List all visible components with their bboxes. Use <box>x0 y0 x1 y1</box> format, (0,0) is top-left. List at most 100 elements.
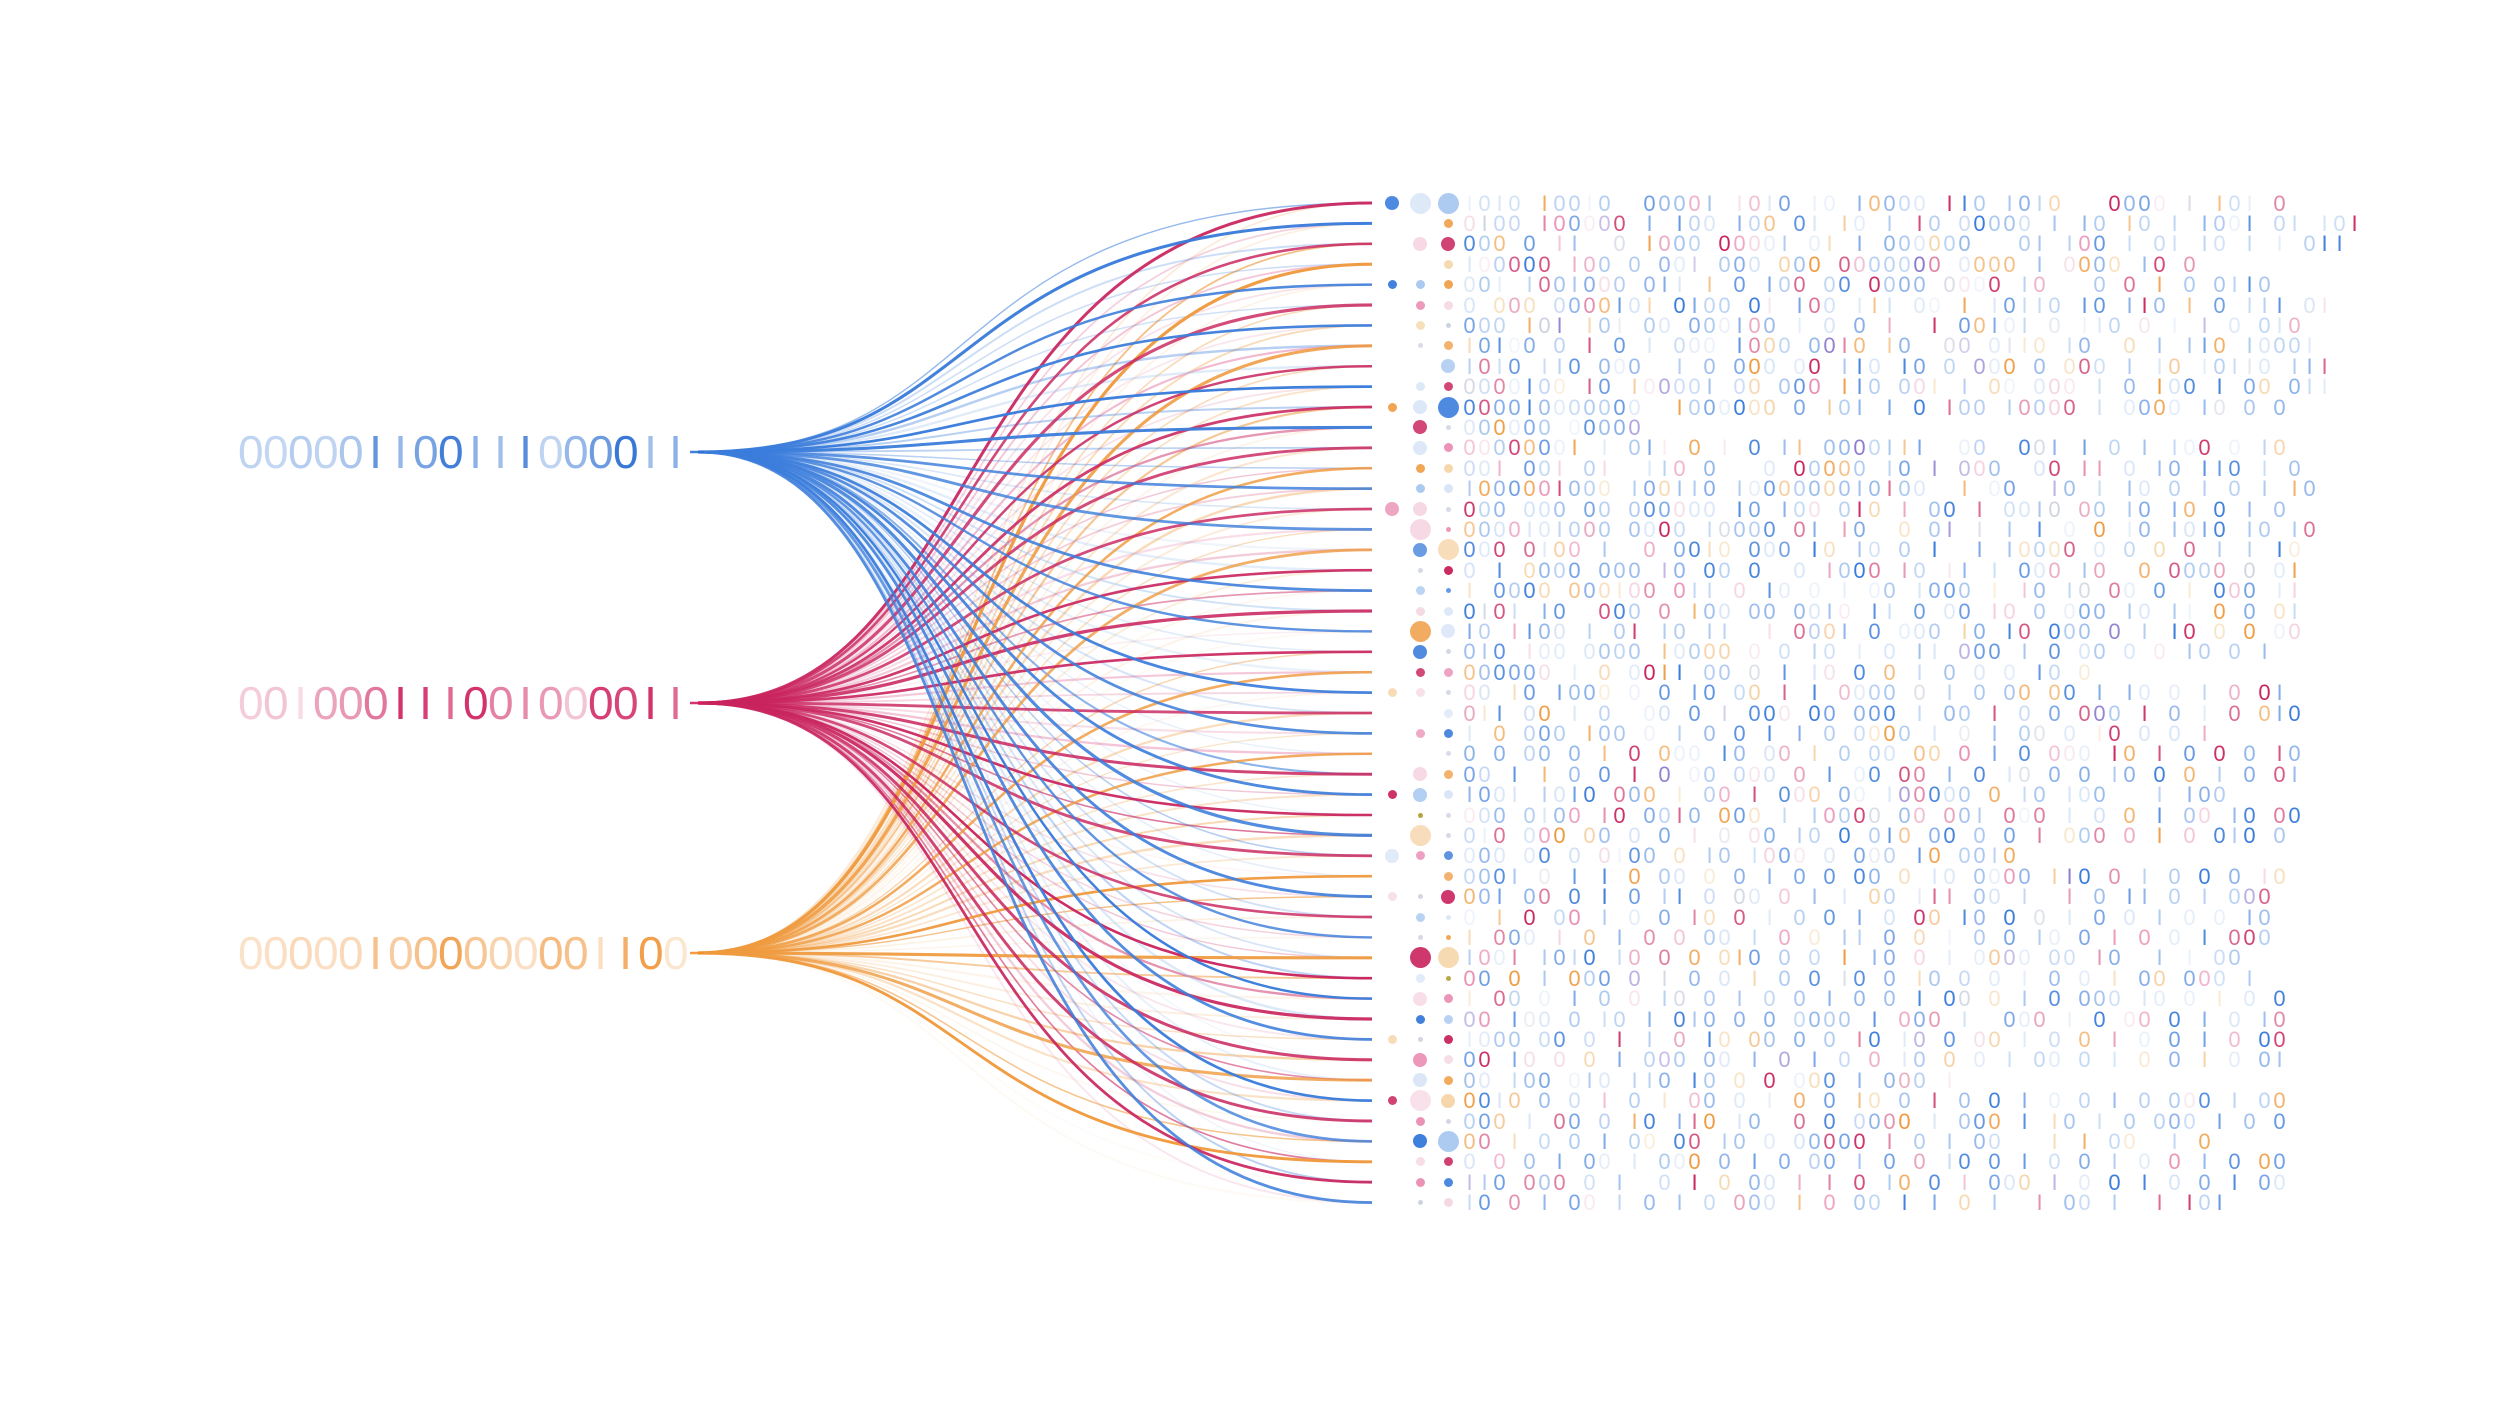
matrix-bit: I <box>1841 884 1848 910</box>
row-dot <box>1445 934 1451 940</box>
matrix-bit <box>1882 539 1897 560</box>
matrix-bit: I <box>1886 210 1893 236</box>
matrix-bit: 0 <box>1748 537 1761 563</box>
matrix-bit: 0 <box>1973 1108 1986 1134</box>
dot-slot <box>1434 300 1462 310</box>
matrix-bit: I <box>1616 1169 1623 1195</box>
matrix-bit <box>1897 947 1912 968</box>
matrix-bit: 0 <box>1673 1047 1686 1073</box>
matrix-bit: 0 <box>1748 1108 1761 1134</box>
matrix-bit <box>1507 723 1522 744</box>
matrix-bit <box>1612 1111 1627 1132</box>
matrix-bit <box>1867 397 1882 418</box>
dot-slot <box>1406 947 1434 969</box>
matrix-bit: I <box>2261 639 2268 665</box>
row-dot <box>1413 400 1427 414</box>
matrix-bit: 0 <box>1598 578 1611 604</box>
matrix-bit <box>1552 988 1567 1009</box>
matrix-bit <box>2257 580 2272 601</box>
row-dot-group <box>1378 728 1462 738</box>
matrix-bit <box>1522 193 1537 214</box>
matrix-bit: 0 <box>1853 455 1866 481</box>
matrix-bit: 0 <box>1808 822 1821 848</box>
matrix-bit: I <box>1946 945 1953 971</box>
matrix-bit: 0 <box>1538 720 1551 746</box>
matrix-bit: 0 <box>1598 414 1611 440</box>
matrix-bit <box>1612 478 1627 499</box>
matrix-bit: 0 <box>2183 741 2196 767</box>
row-dot <box>1413 1134 1427 1149</box>
matrix-bit: 0 <box>1538 863 1551 889</box>
matrix-bit <box>1582 539 1597 560</box>
matrix-bit: I <box>2171 598 2178 624</box>
matrix-bit <box>2242 641 2257 662</box>
matrix-bit: 0 <box>1763 843 1776 869</box>
matrix-bit: 0 <box>1508 476 1521 502</box>
flow-curve <box>697 262 1373 955</box>
matrix-bit: I <box>2231 272 2238 298</box>
row-dot <box>1443 218 1453 228</box>
matrix-bit: 0 <box>1943 578 1956 604</box>
matrix-bit: 0 <box>1748 945 1761 971</box>
matrix-bit: 0 <box>1478 476 1491 502</box>
matrix-bit: 0 <box>2093 598 2106 624</box>
matrix-bit: I <box>1646 333 1653 359</box>
matrix-bit: 0 <box>1973 1047 1986 1073</box>
matrix-bit: 0 <box>1913 1047 1926 1073</box>
matrix-bit: 0 <box>1538 700 1551 726</box>
matrix-bit: I <box>1931 537 1938 563</box>
row-dot <box>1415 688 1425 698</box>
matrix-bit: I <box>1736 312 1743 338</box>
matrix-bit: 0 <box>2048 496 2061 522</box>
matrix-bit: I <box>2186 1190 2193 1216</box>
matrix-bit <box>1762 784 1777 805</box>
flow-curve <box>697 450 1373 735</box>
flow-curve <box>697 952 1373 1041</box>
matrix-bit: 0 <box>1688 965 1701 991</box>
matrix-bit <box>1942 621 1957 642</box>
matrix-bit: I <box>2066 904 2073 930</box>
matrix-bit <box>1777 1090 1792 1111</box>
matrix-bit: I <box>1916 659 1923 685</box>
matrix-bit <box>2167 968 2182 989</box>
dot-slot <box>1406 644 1434 659</box>
matrix-bit: 0 <box>2273 394 2286 420</box>
matrix-bit: 0 <box>1958 802 1971 828</box>
matrix-bit: 0 <box>1958 965 1971 991</box>
matrix-bit: I <box>2306 333 2313 359</box>
dot-slot <box>1406 767 1434 782</box>
matrix-bit: I <box>1706 843 1713 869</box>
row-dot <box>1437 947 1459 969</box>
matrix-bit: 0 <box>2093 353 2106 379</box>
matrix-bit: 0 <box>2168 720 2181 746</box>
dot-slot <box>1406 620 1434 642</box>
matrix-bit: I <box>2291 516 2298 542</box>
source-bit: I <box>394 426 407 478</box>
matrix-bit: 0 <box>1778 782 1791 808</box>
matrix-bit: I <box>1886 782 1893 808</box>
dot-slot <box>1434 192 1462 214</box>
matrix-bit: 0 <box>1898 1006 1911 1032</box>
row-dot <box>1441 1093 1455 1108</box>
matrix-bit: 0 <box>2018 210 2031 236</box>
matrix-bit <box>1552 1192 1567 1213</box>
matrix-bit: 0 <box>1643 272 1656 298</box>
matrix-bit: 0 <box>1628 598 1641 624</box>
matrix-bit: I <box>1541 1190 1548 1216</box>
matrix-bit: 0 <box>1763 455 1776 481</box>
matrix-bit <box>1612 662 1627 683</box>
matrix-bit: 0 <box>1793 394 1806 420</box>
matrix-bit <box>2242 1172 2257 1193</box>
matrix-bit: 0 <box>1598 1149 1611 1175</box>
matrix-bit: 0 <box>2003 802 2016 828</box>
dot-slot <box>1378 892 1406 902</box>
matrix-bit: I <box>2111 761 2118 787</box>
matrix-bit: 0 <box>1598 986 1611 1012</box>
matrix-bit: 0 <box>2183 537 2196 563</box>
matrix-bit: 0 <box>2213 333 2226 359</box>
